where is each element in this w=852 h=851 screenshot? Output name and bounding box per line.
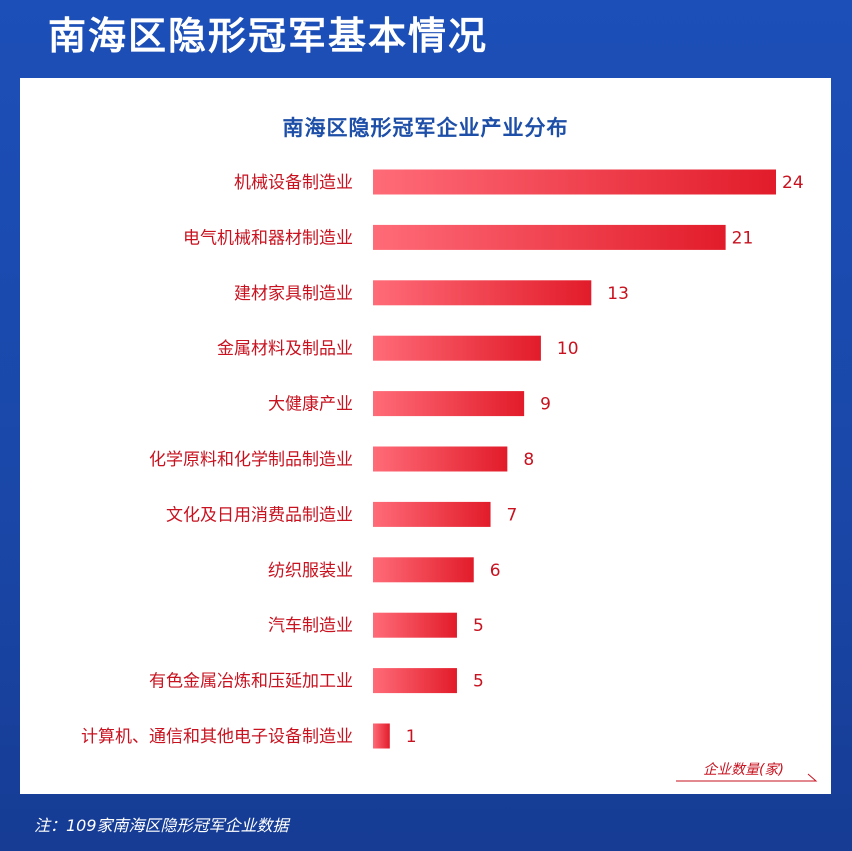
value-label: 1 <box>406 727 417 747</box>
category-label: 有色金属冶炼和压延加工业 <box>149 672 353 692</box>
category-label: 电气机械和器材制造业 <box>183 228 353 248</box>
page-title: 南海区隐形冠军基本情况 <box>48 14 489 58</box>
bar <box>373 612 457 638</box>
bar <box>373 169 776 195</box>
bar <box>373 446 508 472</box>
x-axis-label: 企业数量(家) <box>703 762 784 778</box>
bar <box>373 723 390 749</box>
footnote: 注：109家南海区隐形冠军企业数据 <box>34 816 289 835</box>
value-label: 9 <box>540 395 551 415</box>
value-label: 24 <box>782 173 804 193</box>
x-axis-arrow <box>676 773 818 782</box>
value-label: 5 <box>473 672 484 692</box>
value-label: 13 <box>607 284 629 304</box>
bar <box>373 668 457 694</box>
bar <box>373 501 491 527</box>
category-label: 汽车制造业 <box>268 616 353 636</box>
category-label: 金属材料及制品业 <box>217 339 353 359</box>
category-label: 化学原料和化学制品制造业 <box>149 450 353 470</box>
category-label: 机械设备制造业 <box>234 173 353 193</box>
bar <box>373 280 592 306</box>
bar <box>373 224 726 250</box>
value-label: 5 <box>473 616 484 636</box>
value-label: 6 <box>490 561 501 581</box>
bar-chart: 机械设备制造业 24 电气机械和器材制造业 21 建材家具制造业 13 金属材料及制品业 10… <box>81 169 818 782</box>
bar <box>373 335 541 361</box>
chart-panel: 南海区隐形冠军企业产业分布 机械设备制造业 24 电气机械和器材制造业 21 建材家具制… <box>20 78 831 794</box>
chart-title: 南海区隐形冠军企业产业分布 <box>282 116 569 140</box>
category-label: 计算机、通信和其他电子设备制造业 <box>81 727 353 747</box>
category-label: 纺织服装业 <box>268 561 353 581</box>
value-label: 10 <box>557 339 579 359</box>
category-label: 建材家具制造业 <box>234 284 353 304</box>
value-label: 21 <box>732 228 754 248</box>
bar <box>373 391 525 417</box>
bars-group: 机械设备制造业 24 电气机械和器材制造业 21 建材家具制造业 13 金属材料及制品业 10… <box>81 169 804 749</box>
value-label: 7 <box>507 505 518 525</box>
x-axis-label-group: 企业数量(家) <box>676 762 818 782</box>
category-label: 大健康产业 <box>268 395 353 415</box>
bar <box>373 557 474 583</box>
category-label: 文化及日用消费品制造业 <box>166 505 353 525</box>
value-label: 8 <box>523 450 534 470</box>
